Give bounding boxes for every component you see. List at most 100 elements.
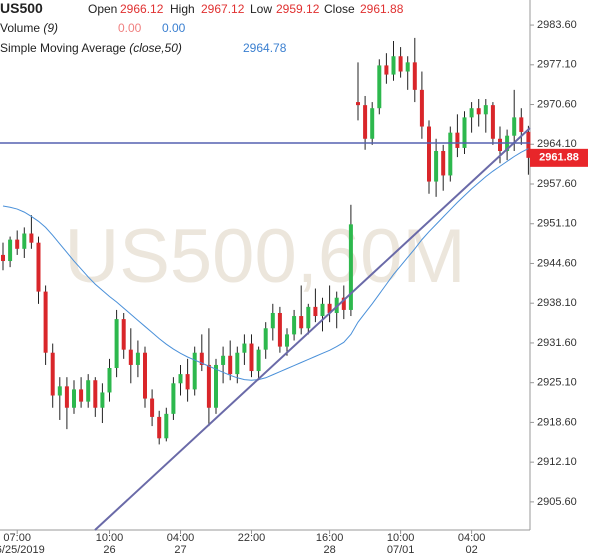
candle-body — [469, 108, 474, 118]
x-date-label: 27 — [174, 544, 186, 556]
sma-line — [2, 148, 529, 381]
close-value: 2961.88 — [360, 2, 404, 16]
candle-body — [370, 108, 375, 139]
candle-body — [79, 389, 84, 402]
candle-body — [526, 131, 531, 158]
candle-body — [483, 105, 488, 115]
y-tick-label: 2957.60 — [537, 178, 577, 190]
y-tick-label: 2970.60 — [537, 98, 577, 110]
volume-down: 0.00 — [162, 21, 186, 35]
candle-body — [72, 389, 76, 408]
candle-body — [143, 352, 147, 399]
x-tick-label: 22:00 — [238, 532, 266, 544]
x-tick-label: 16:00 — [316, 532, 344, 544]
candle-body — [270, 312, 275, 329]
y-tick-label: 2944.60 — [537, 257, 577, 269]
candle-body — [356, 102, 360, 106]
x-tick-label: 10:00 — [96, 532, 124, 544]
candle-body — [320, 303, 325, 317]
candle-body — [256, 349, 261, 372]
candle-body — [100, 392, 105, 408]
y-tick-label: 2905.60 — [537, 496, 577, 508]
candle-body — [171, 383, 176, 414]
candle-body — [242, 343, 247, 353]
candle-body — [434, 150, 439, 182]
candle-body — [214, 364, 218, 408]
candle-body — [490, 105, 495, 139]
y-tick-label: 2918.60 — [537, 416, 577, 428]
volume-param: (9) — [43, 21, 59, 35]
x-date-label: 02 — [465, 544, 477, 556]
y-tick-label: 2951.10 — [537, 218, 577, 230]
candle-body — [64, 386, 69, 408]
x-tick-label: 04:00 — [458, 532, 486, 544]
y-tick-label: 2977.10 — [537, 59, 577, 71]
x-date-label: 26 — [103, 544, 115, 556]
x-tick-label: 07:00 — [3, 532, 31, 544]
candle-body — [135, 352, 140, 365]
candle-body — [384, 65, 389, 75]
candle-body — [128, 349, 133, 365]
candle-body — [363, 105, 368, 139]
candle-body — [107, 368, 112, 393]
volume-up: 0.00 — [118, 21, 142, 35]
candle-body — [93, 380, 98, 408]
candle-body — [292, 316, 297, 335]
candle-body — [199, 352, 204, 365]
candle-body — [391, 56, 396, 75]
candle-body — [512, 117, 517, 136]
open-value: 2966.12 — [120, 2, 164, 16]
x-date-label: 06/25/2019 — [0, 544, 45, 556]
candle-body — [462, 117, 467, 148]
candle-body — [178, 374, 183, 384]
candle-body — [157, 416, 162, 439]
candle-body — [192, 352, 197, 390]
candle-body — [377, 65, 382, 109]
candle-body — [476, 108, 481, 115]
trend-line — [94, 127, 531, 531]
y-tick-label: 2938.10 — [537, 297, 577, 309]
high-value: 2967.12 — [201, 2, 245, 16]
candle-body — [285, 334, 289, 347]
candle-body — [150, 398, 155, 417]
candle-body — [228, 355, 233, 375]
sma-param: (close,50) — [129, 41, 182, 55]
open-label: Open — [88, 2, 118, 16]
candle-body — [249, 343, 254, 372]
candle-body — [299, 316, 304, 329]
price-tag — [530, 148, 588, 167]
candle-body — [306, 306, 311, 329]
candle-body — [498, 138, 502, 151]
candle-body — [263, 328, 268, 350]
x-date-label: 07/01 — [387, 544, 415, 556]
y-tick-label: 2912.10 — [537, 456, 577, 468]
candle-body — [419, 89, 424, 127]
candle-body — [43, 291, 48, 353]
candle-body — [519, 117, 524, 132]
candle-body — [57, 386, 62, 396]
candle-body — [121, 319, 126, 350]
low-label: Low — [250, 2, 273, 16]
candle-body — [441, 150, 446, 176]
candle-body — [405, 62, 410, 72]
candle-body — [29, 233, 34, 243]
x-tick-label: 04:00 — [167, 532, 195, 544]
candle-body — [455, 132, 460, 148]
volume-name: Volume — [0, 21, 41, 35]
volume-label: Volume (9) — [0, 21, 58, 35]
y-tick-label: 2964.10 — [537, 138, 577, 150]
candle-body — [221, 355, 226, 365]
x-tick-label: 10:00 — [387, 532, 415, 544]
candle-body — [8, 239, 13, 262]
sma-label: Simple Moving Average (close,50) — [0, 41, 182, 55]
candle-body — [412, 62, 417, 90]
candle-body — [427, 126, 431, 182]
candle-body — [398, 56, 403, 72]
low-value: 2959.12 — [276, 2, 320, 16]
candle-body — [341, 297, 346, 310]
candle-body — [15, 239, 20, 249]
candle-body — [206, 364, 211, 408]
y-tick-label: 2925.10 — [537, 377, 577, 389]
candle-body — [164, 413, 169, 439]
